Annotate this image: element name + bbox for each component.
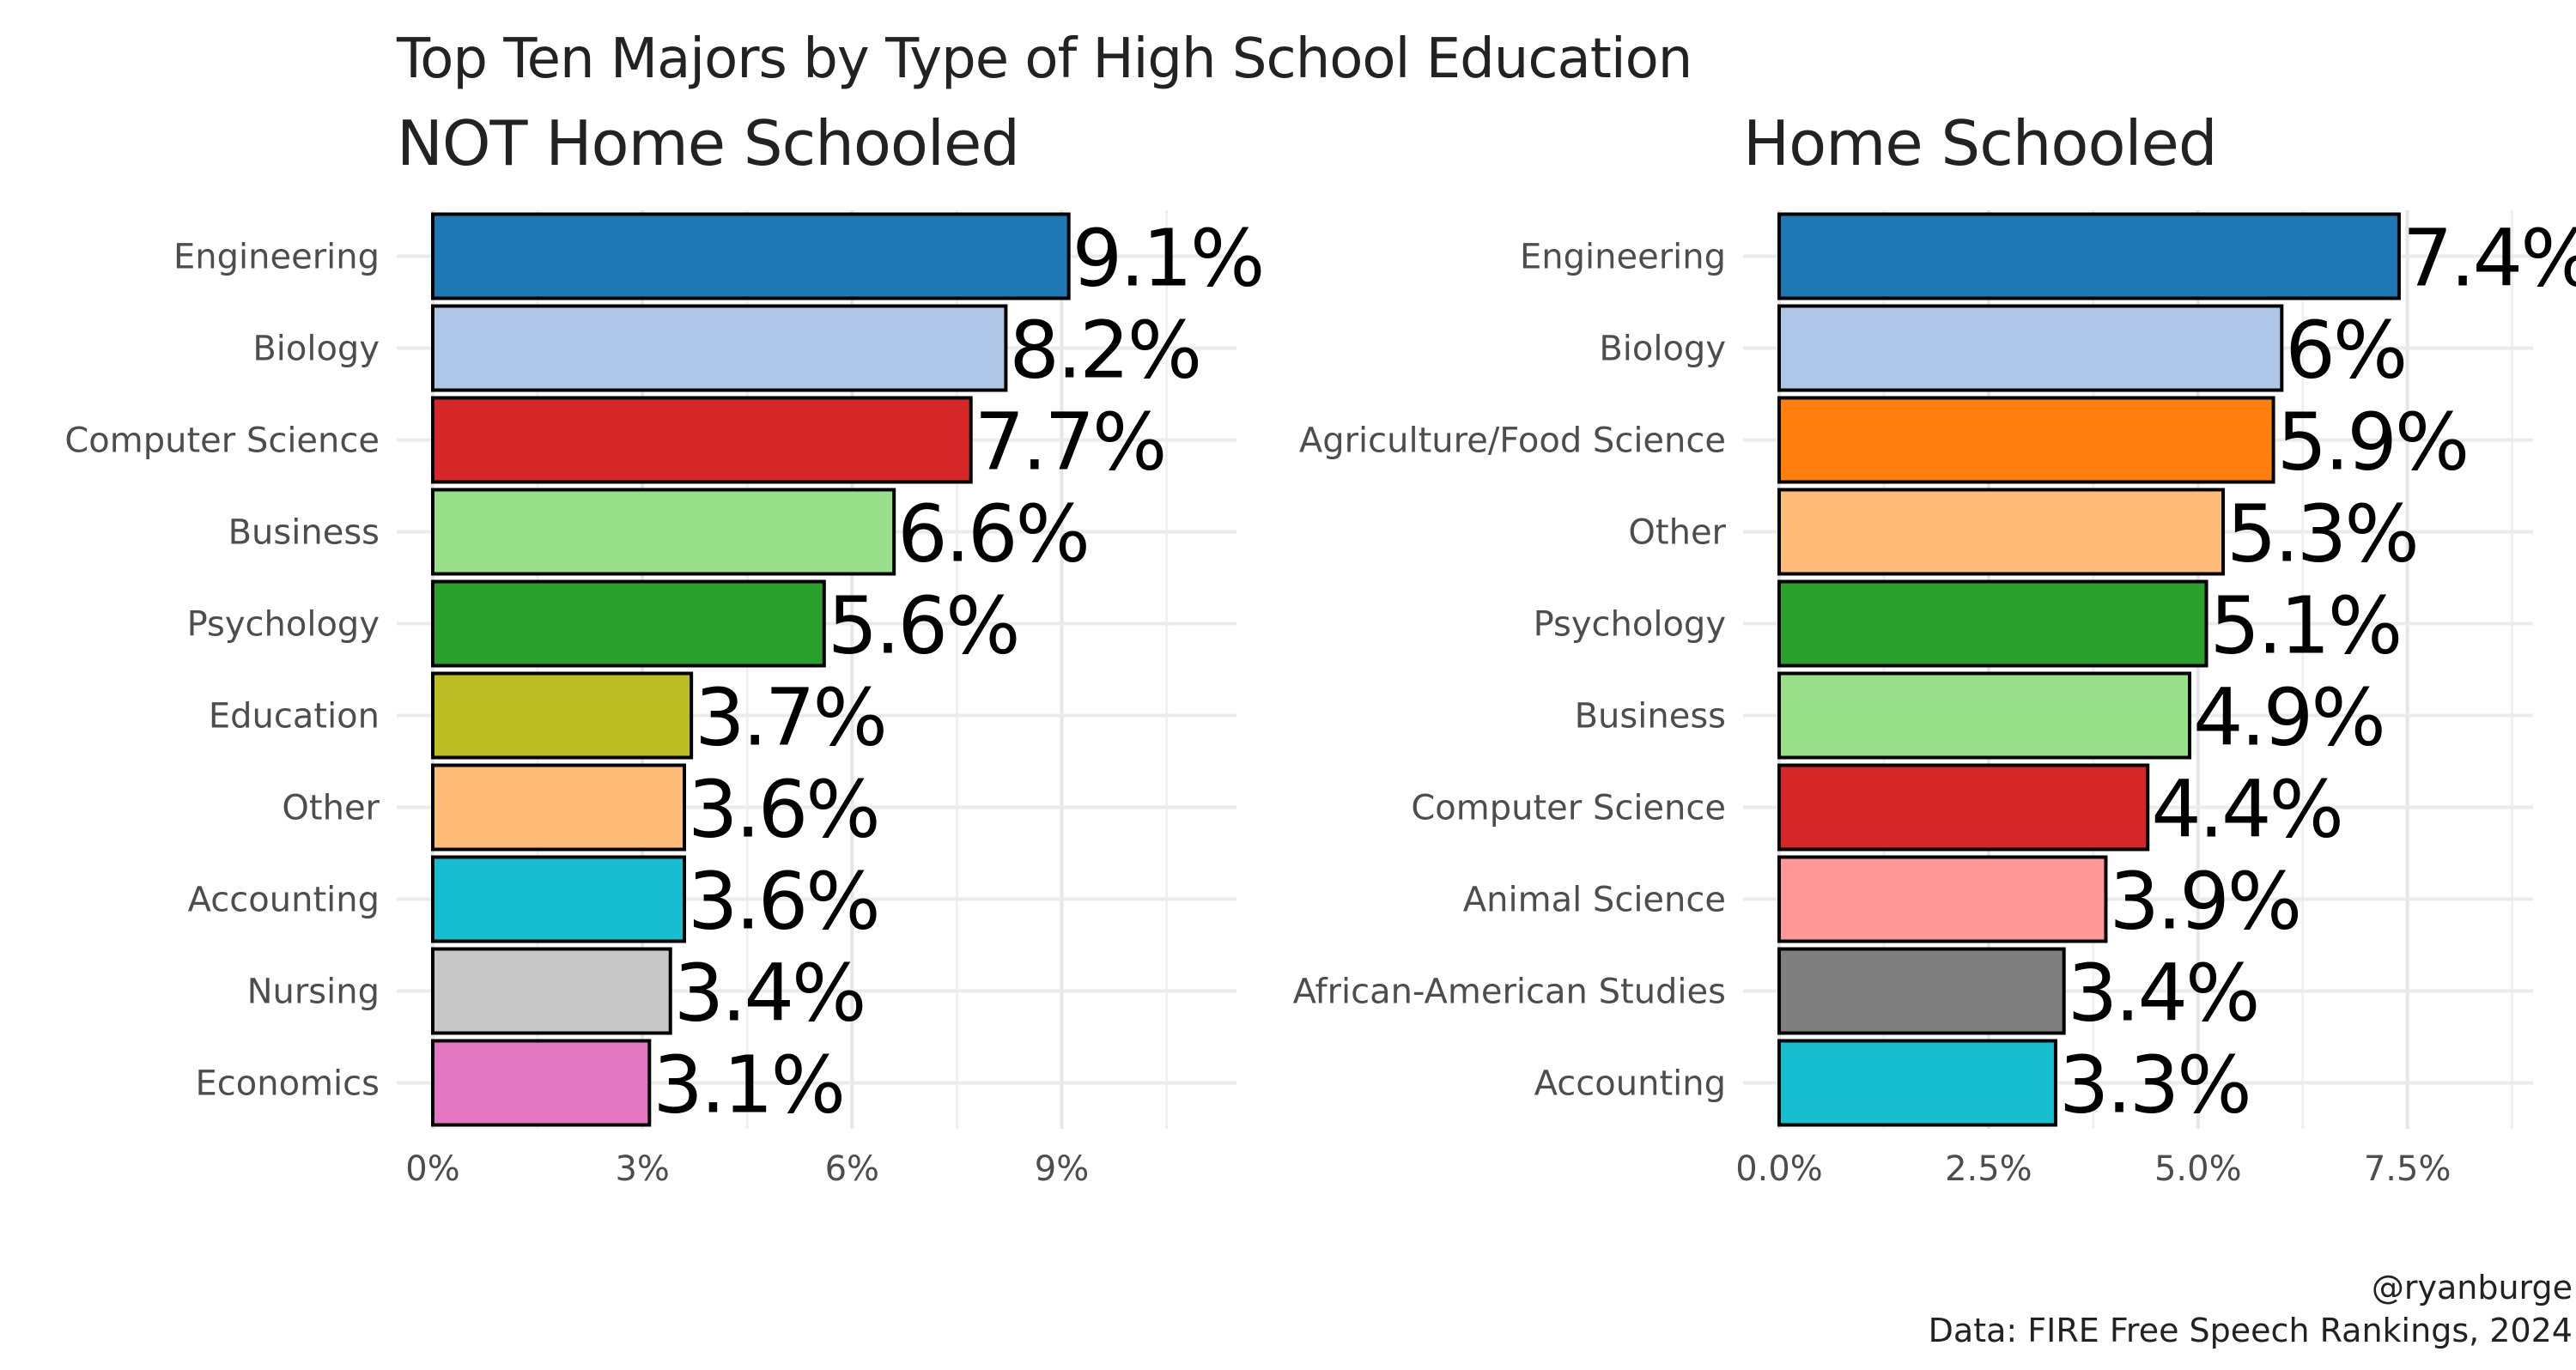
category-label-computer-science: Computer Science xyxy=(64,421,380,461)
x-tick-label: 0% xyxy=(405,1149,459,1189)
bar-nursing xyxy=(431,947,672,1035)
value-label-business: 6.6% xyxy=(897,488,1088,580)
category-label-accounting: Accounting xyxy=(1534,1064,1726,1104)
bar-other xyxy=(431,763,687,852)
caption-handle: @ryanburge xyxy=(2371,1269,2573,1306)
bar-accounting xyxy=(1777,1039,2057,1127)
x-tick-label: 2.5% xyxy=(1945,1149,2032,1189)
value-label-agriculture-food-science: 5.9% xyxy=(2277,397,2468,488)
category-label-business: Business xyxy=(228,513,380,553)
bar-biology xyxy=(1777,304,2284,392)
value-label-biology: 6% xyxy=(2285,305,2405,397)
bar-computer-science xyxy=(431,396,973,484)
value-label-computer-science: 4.4% xyxy=(2151,764,2342,856)
value-label-engineering: 9.1% xyxy=(1072,213,1263,305)
bar-other xyxy=(1777,488,2226,576)
x-tick-label: 0.0% xyxy=(1735,1149,1823,1189)
value-label-accounting: 3.3% xyxy=(2059,1040,2250,1131)
value-label-accounting: 3.6% xyxy=(688,856,878,948)
bar-psychology xyxy=(1777,579,2208,668)
panel-not-home: 9.1% Engineering 8.2% Biology 7.7% Computer S… xyxy=(64,210,1265,1189)
bar-economics xyxy=(431,1039,652,1127)
value-label-education: 3.7% xyxy=(695,672,885,764)
panel-title-home-schooled: Home Schooled xyxy=(1743,107,2218,179)
value-label-economics: 3.1% xyxy=(653,1040,843,1131)
main-title: Top Ten Majors by Type of High School Ed… xyxy=(397,27,1692,91)
bar-african-american-studies xyxy=(1777,947,2066,1035)
category-label-agriculture-food-science: Agriculture/Food Science xyxy=(1299,421,1726,461)
value-label-biology: 8.2% xyxy=(1009,305,1200,397)
bar-engineering xyxy=(1777,212,2401,300)
category-label-nursing: Nursing xyxy=(247,973,380,1012)
category-label-biology: Biology xyxy=(1599,330,1726,369)
bar-business xyxy=(1777,671,2192,760)
category-label-african-american-studies: African-American Studies xyxy=(1293,973,1726,1012)
category-label-education: Education xyxy=(209,697,380,737)
bar-animal-science xyxy=(1777,855,2108,943)
value-label-animal-science: 3.9% xyxy=(2109,856,2300,948)
bar-engineering xyxy=(431,212,1071,300)
value-label-nursing: 3.4% xyxy=(674,948,865,1040)
value-label-other: 3.6% xyxy=(688,764,878,856)
value-label-engineering: 7.4% xyxy=(2403,213,2576,305)
category-label-other: Other xyxy=(1628,513,1726,553)
bar-accounting xyxy=(431,855,687,943)
category-label-other: Other xyxy=(282,789,380,828)
category-label-engineering: Engineering xyxy=(173,238,380,277)
category-label-economics: Economics xyxy=(196,1064,380,1104)
category-label-animal-science: Animal Science xyxy=(1463,881,1726,920)
value-label-psychology: 5.6% xyxy=(828,580,1018,672)
bar-computer-science xyxy=(1777,763,2150,852)
panel-title-not-home-schooled: NOT Home Schooled xyxy=(397,107,1020,179)
x-tick-label: 3% xyxy=(615,1149,669,1189)
value-label-computer-science: 7.7% xyxy=(975,397,1165,488)
category-label-business: Business xyxy=(1575,697,1726,737)
bar-education xyxy=(431,671,694,760)
value-label-psychology: 5.1% xyxy=(2210,580,2401,672)
value-label-african-american-studies: 3.4% xyxy=(2068,948,2258,1040)
bar-psychology xyxy=(431,579,826,668)
bar-biology xyxy=(431,304,1008,392)
category-label-psychology: Psychology xyxy=(187,605,380,645)
category-label-biology: Biology xyxy=(252,330,380,369)
caption-source: Data: FIRE Free Speech Rankings, 2024 xyxy=(1928,1312,2573,1349)
x-tick-label: 9% xyxy=(1035,1149,1089,1189)
panel-home: 7.4% Engineering 6% Biology 5.9% Agriculture/… xyxy=(1293,210,2576,1189)
category-label-engineering: Engineering xyxy=(1520,238,1726,277)
category-label-accounting: Accounting xyxy=(188,881,380,920)
bar-agriculture-food-science xyxy=(1777,396,2275,484)
x-tick-label: 7.5% xyxy=(2364,1149,2451,1189)
value-label-other: 5.3% xyxy=(2227,488,2417,580)
x-tick-label: 6% xyxy=(825,1149,879,1189)
category-label-psychology: Psychology xyxy=(1534,605,1726,645)
bar-business xyxy=(431,488,896,576)
category-label-computer-science: Computer Science xyxy=(1411,789,1726,828)
value-label-business: 4.9% xyxy=(2193,672,2384,764)
x-tick-label: 5.0% xyxy=(2154,1149,2242,1189)
